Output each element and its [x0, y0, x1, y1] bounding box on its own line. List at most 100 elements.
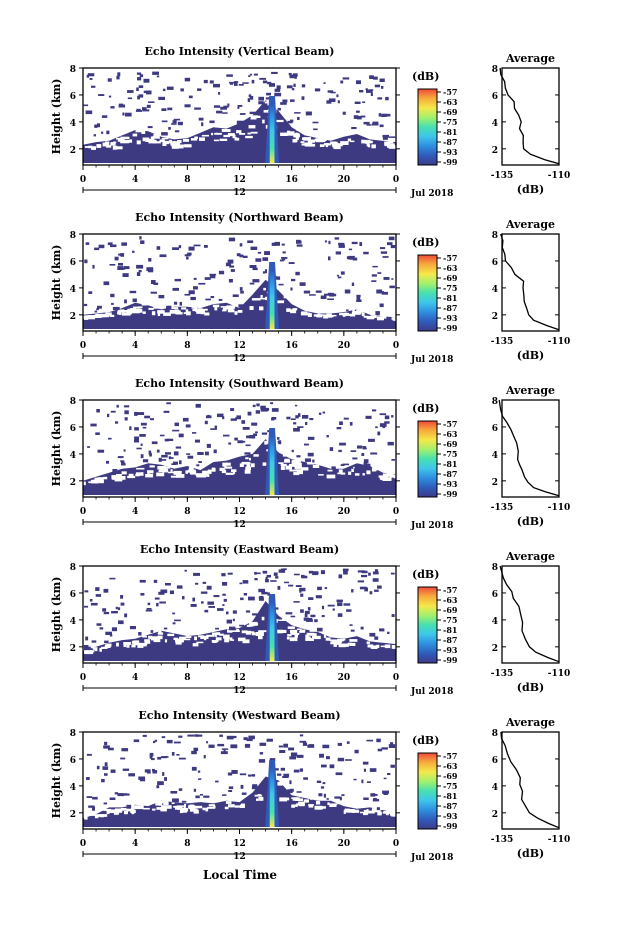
echo-patch — [87, 446, 90, 448]
echo-patch — [342, 568, 349, 572]
echo-patch — [171, 752, 175, 756]
echo-patch — [251, 422, 258, 426]
average-y-tick-label: 2 — [492, 810, 498, 820]
echo-gap — [94, 814, 99, 819]
echo-patch — [290, 287, 293, 291]
echo-gap — [141, 130, 146, 134]
echo-patch — [83, 303, 88, 307]
echo-patch — [126, 804, 132, 809]
echo-patch — [90, 423, 97, 427]
echo-patch — [327, 292, 332, 296]
x-tick-label: 20 — [338, 175, 351, 185]
echo-patch — [343, 570, 348, 575]
echo-patch — [239, 582, 243, 585]
echo-patch — [163, 410, 170, 413]
echo-patch — [161, 108, 167, 111]
echo-patch — [302, 742, 308, 746]
echo-patch — [92, 806, 95, 811]
echo-patch — [265, 579, 269, 583]
colorbar-label: -81 — [443, 127, 457, 137]
echo-gap — [223, 634, 230, 639]
colorbar-label: -99 — [443, 489, 458, 499]
echo-patch — [377, 97, 383, 100]
echo-patch — [271, 71, 278, 74]
echo-patch — [193, 572, 200, 576]
echo-gap — [307, 462, 314, 465]
echo-patch — [379, 413, 387, 416]
echo-patch — [172, 247, 179, 250]
echo-gap — [257, 794, 261, 796]
echo-gap — [306, 632, 315, 636]
echo-patch — [146, 104, 151, 108]
echo-patch — [91, 640, 97, 643]
echo-patch — [375, 311, 380, 316]
echo-patch — [281, 243, 285, 246]
echo-patch — [174, 741, 181, 744]
y-tick-label: 8 — [70, 65, 76, 75]
echo-gap — [351, 809, 359, 813]
echo-patch — [197, 88, 202, 91]
echo-patch — [204, 420, 208, 425]
echo-patch — [166, 402, 171, 405]
echo-patch — [241, 792, 247, 795]
echo-patch — [103, 281, 110, 286]
echo-patch — [226, 735, 234, 740]
echo-patch — [229, 82, 234, 85]
echo-patch — [387, 773, 391, 775]
echo-patch — [372, 571, 379, 575]
echo-gap — [240, 804, 245, 808]
day-label: 12 — [233, 686, 246, 696]
echo-patch — [93, 134, 96, 137]
echo-patch — [172, 461, 178, 465]
echo-patch — [102, 608, 107, 612]
average-x-label: (dB) — [517, 515, 544, 528]
echo-patch — [289, 780, 292, 785]
y-tick-label: 8 — [70, 231, 76, 241]
echo-patch — [371, 274, 377, 277]
echo-patch — [303, 290, 311, 294]
echo-patch — [178, 245, 182, 249]
echo-gap — [117, 476, 126, 480]
echo-gap — [330, 141, 337, 144]
echo-patch — [365, 88, 368, 90]
echo-patch — [241, 440, 246, 443]
echo-patch — [296, 754, 304, 758]
echo-patch — [193, 277, 197, 280]
echo-patch — [337, 100, 340, 104]
echo-patch — [230, 408, 235, 411]
echo-gap — [170, 475, 177, 478]
echo-patch — [327, 90, 334, 93]
echo-gap — [222, 307, 227, 311]
echo-patch — [111, 611, 118, 614]
echo-patch — [273, 572, 278, 576]
echo-patch — [342, 111, 346, 115]
echo-patch — [98, 94, 105, 96]
echo-patch — [162, 772, 165, 776]
echo-patch — [190, 604, 197, 607]
echo-patch — [92, 796, 98, 800]
echo-patch — [96, 308, 99, 311]
echo-patch — [110, 769, 116, 773]
echo-gap — [106, 312, 110, 315]
echo-gap — [308, 636, 311, 640]
echo-patch — [107, 413, 110, 418]
average-frame — [501, 731, 560, 830]
echo-patch — [200, 591, 208, 594]
echo-gap — [84, 315, 89, 317]
echo-patch — [301, 574, 305, 578]
echo-patch — [84, 605, 89, 608]
echo-gap — [126, 807, 134, 812]
echo-patch — [390, 742, 394, 745]
echo-gap — [242, 639, 250, 644]
echo-patch — [217, 608, 224, 611]
echo-patch — [388, 136, 396, 138]
echo-patch — [180, 88, 184, 92]
echo-gap — [93, 647, 97, 651]
echo-gap — [259, 306, 264, 311]
echo-patch — [283, 743, 288, 748]
echo-patch — [203, 79, 208, 84]
echo-gap — [137, 644, 144, 648]
echo-gap — [327, 802, 330, 806]
echo-patch — [213, 83, 220, 88]
echo-gap — [264, 441, 271, 444]
